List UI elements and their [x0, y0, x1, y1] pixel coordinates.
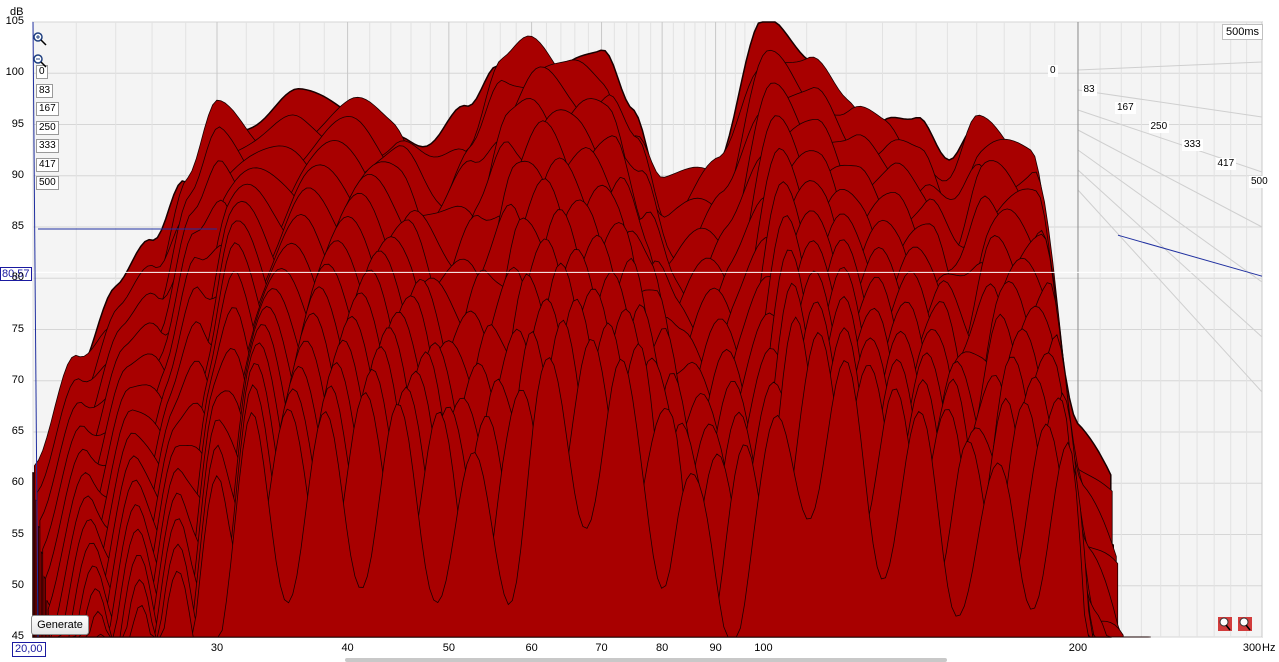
time-slice-label-right: 417: [1215, 157, 1237, 170]
y-tick-label: 50: [11, 578, 24, 591]
x-tick-label: 90: [709, 642, 722, 654]
x-tick-label: 300: [1242, 642, 1262, 654]
x-tick-label: 100: [754, 642, 773, 654]
time-perspective-line: [1077, 169, 1263, 338]
x-tick-label: 50: [442, 642, 455, 654]
time-perspective-line: [1077, 189, 1263, 393]
x-tick-label: 30: [210, 642, 224, 654]
x-tick-label: 200: [1068, 642, 1088, 654]
y-tick-label: 55: [11, 527, 24, 540]
cursor-frequency-readout: 20,00: [12, 642, 46, 657]
cursor-perspective-line: [1117, 234, 1263, 277]
y-tick-label: 80: [11, 271, 24, 284]
time-slice-label-right: 333: [1182, 139, 1203, 151]
time-slice-label-right: 500: [1249, 176, 1270, 188]
time-perspective-line: [1077, 149, 1263, 283]
y-tick-label: 45: [11, 630, 24, 642]
y-tick-label: 60: [11, 476, 24, 489]
y-tick-label: 65: [11, 425, 24, 437]
y-tick-label: 70: [11, 373, 24, 386]
cursor-level-readout: 80,57: [0, 267, 32, 281]
zoom-out-icon[interactable]: [33, 54, 47, 68]
y-tick-label: 90: [11, 168, 24, 181]
time-slice-label-left: 417: [36, 157, 59, 172]
y-tick-label: 85: [11, 220, 24, 232]
generate-button[interactable]: Generate: [31, 615, 89, 635]
time-perspective-line: [1077, 61, 1263, 71]
time-slice-label-left: 0: [36, 65, 48, 79]
x-tick-label: 60: [525, 642, 538, 654]
time-perspective-line: [1077, 129, 1263, 228]
x-unit-label: Hz: [1262, 642, 1276, 654]
time-slice-label-right: 83: [1081, 83, 1097, 96]
y-tick-label: 75: [11, 322, 24, 335]
time-perspective-line: [1077, 89, 1263, 118]
time-slice-label-right: 0: [1048, 65, 1058, 77]
zoom-in-x-icon[interactable]: [1238, 617, 1252, 631]
y-unit-label: dB: [10, 6, 24, 18]
y-tick-label: 105: [5, 15, 24, 27]
time-slice-label-right: 250: [1148, 120, 1170, 133]
time-slice-label-left: 83: [36, 83, 54, 98]
x-tick-label: 40: [341, 642, 354, 654]
y-tick-label: 95: [11, 117, 24, 130]
y-tick-label: 100: [5, 66, 24, 79]
time-slice-label-left: 167: [36, 102, 59, 116]
time-slice-label-left: 333: [36, 139, 59, 153]
zoom-in-icon[interactable]: [33, 32, 47, 46]
cursor-vertical-line: [32, 21, 39, 638]
x-tick-label: 70: [595, 642, 608, 654]
time-slice-label-right: 167: [1115, 102, 1136, 114]
time-slice-label-left: 250: [36, 120, 59, 135]
horizontal-scrollbar[interactable]: [345, 658, 947, 662]
time-slice-label-left: 500: [36, 176, 59, 190]
waterfall-slice: [73, 357, 1151, 638]
time-span-label: 500ms: [1222, 24, 1264, 40]
zoom-out-x-icon[interactable]: [1218, 617, 1232, 631]
x-tick-label: 80: [656, 642, 669, 654]
